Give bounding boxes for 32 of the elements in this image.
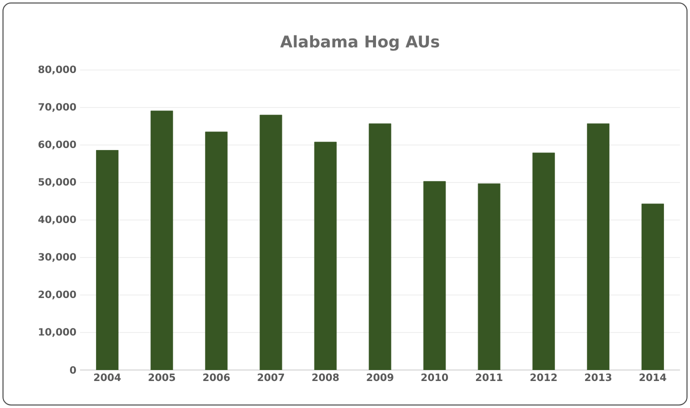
bar <box>150 110 174 370</box>
y-tick-label: 20,000 <box>38 290 76 300</box>
x-tick-label: 2008 <box>312 374 339 382</box>
chart-title: Alabama Hog AUs <box>280 35 440 51</box>
x-tick-label: 2013 <box>585 374 612 382</box>
x-tick-label: 2011 <box>476 374 502 382</box>
bar <box>586 123 610 370</box>
y-tick-label: 0 <box>70 366 76 374</box>
x-tick-label: 2010 <box>421 374 448 382</box>
bar <box>368 123 392 370</box>
bar <box>260 114 282 370</box>
x-tick-label: 2009 <box>366 374 394 382</box>
y-tick-label: 30,000 <box>38 253 76 262</box>
bar <box>314 142 337 370</box>
bar <box>423 181 446 370</box>
x-tick-label: 2014 <box>640 374 666 382</box>
y-tick-label: 50,000 <box>38 178 76 187</box>
x-tick-label: 2005 <box>148 374 176 382</box>
y-tick-label: 40,000 <box>38 216 76 224</box>
bar <box>532 152 555 370</box>
x-tick-label: 2012 <box>530 374 557 382</box>
bar <box>96 150 118 370</box>
x-tick-label: 2004 <box>94 374 121 382</box>
x-tick-label: 2007 <box>258 374 284 382</box>
y-tick-label: 60,000 <box>38 140 76 150</box>
x-tick-label: 2006 <box>203 374 230 382</box>
bar <box>642 204 664 370</box>
y-tick-label: 80,000 <box>38 66 76 74</box>
bar <box>478 183 500 370</box>
bar <box>205 132 228 370</box>
y-tick-label: 70,000 <box>38 103 76 112</box>
y-tick-label: 10,000 <box>39 328 76 337</box>
